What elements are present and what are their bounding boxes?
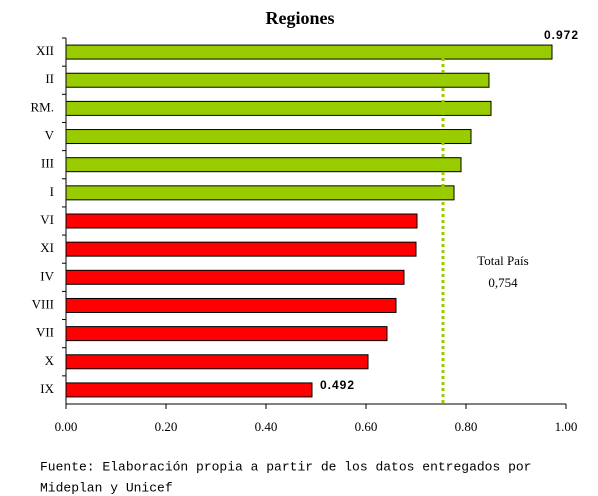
x-tick-label: 0.60 <box>355 419 378 434</box>
bar <box>65 72 490 88</box>
bar <box>65 354 369 370</box>
x-tick-label: 0.40 <box>255 419 278 434</box>
bar <box>65 129 472 145</box>
bar <box>65 44 553 60</box>
data-label: 0.972 <box>544 28 579 42</box>
bar <box>65 297 397 313</box>
y-tick-label: X <box>45 353 55 368</box>
y-tick-label: VI <box>40 212 54 227</box>
y-tick-label: XI <box>40 240 54 255</box>
data-label: 0.492 <box>320 378 355 392</box>
bar <box>65 269 405 285</box>
reference-name: Total País <box>477 253 528 268</box>
y-tick-label: IX <box>40 381 54 396</box>
bar <box>65 185 455 201</box>
x-tick-label: 0.20 <box>155 419 178 434</box>
y-tick-label: VIII <box>32 296 54 311</box>
y-tick-label: I <box>50 184 54 199</box>
source-note: Fuente: Elaboración propia a partir de l… <box>40 459 531 474</box>
y-tick-label: XII <box>36 43 54 58</box>
y-tick-label: III <box>41 156 54 171</box>
bar <box>65 241 417 257</box>
y-tick-label: II <box>45 71 54 86</box>
reference-label: 0,754 <box>488 275 518 290</box>
bar <box>65 100 492 116</box>
x-tick-label: 0.80 <box>455 419 478 434</box>
source-note: Mideplan y Unicef <box>40 480 173 495</box>
bar <box>65 157 462 173</box>
y-tick-label: VII <box>36 325 54 340</box>
x-tick-label: 1.00 <box>555 419 578 434</box>
x-tick-label: 0.00 <box>55 419 78 434</box>
bar <box>65 326 388 342</box>
y-tick-label: IV <box>40 268 54 283</box>
y-tick-label: RM. <box>31 99 54 114</box>
y-tick-label: V <box>45 128 55 143</box>
bar <box>65 382 313 398</box>
bar <box>65 213 418 229</box>
chart-title: Regiones <box>266 8 335 28</box>
